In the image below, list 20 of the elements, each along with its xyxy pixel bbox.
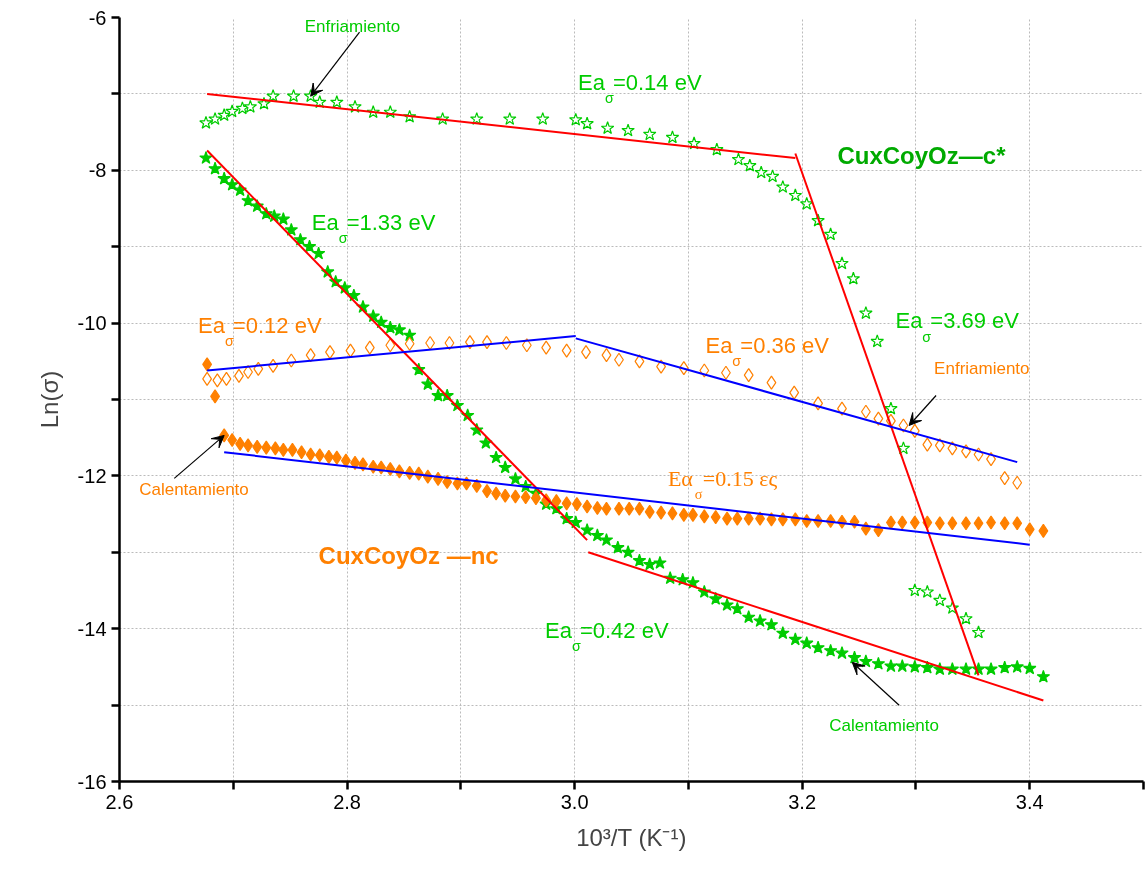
annotation: Enfriamiento bbox=[304, 16, 401, 36]
y-tick-label: -16 bbox=[77, 770, 107, 793]
y-tick-label: -10 bbox=[77, 312, 107, 335]
annotation: CuxCoyOz —nc bbox=[318, 541, 499, 569]
annotation: CuxCoyOz—c* bbox=[837, 142, 1007, 170]
x-tick-label: 3.4 bbox=[1015, 790, 1044, 813]
x-axis-title: 10³/T (K⁻¹) bbox=[576, 823, 687, 851]
x-tick-label: 3.0 bbox=[560, 790, 589, 813]
annotation: Calentamiento bbox=[829, 715, 939, 735]
annotation: Eaσ=0.14 eV bbox=[578, 69, 702, 107]
annotation: Calentamiento bbox=[139, 479, 249, 499]
x-tick-label: 2.8 bbox=[333, 790, 361, 813]
y-axis-title: Ln(σ) bbox=[35, 370, 63, 429]
x-tick-label: 2.6 bbox=[105, 790, 134, 813]
annotation: Enfriamiento bbox=[934, 358, 1030, 378]
y-tick-label: -8 bbox=[88, 159, 107, 182]
y-tick-label: -14 bbox=[77, 617, 107, 640]
x-tick-label: 3.2 bbox=[788, 790, 817, 813]
y-tick-label: -6 bbox=[88, 6, 107, 29]
y-tick-label: -12 bbox=[77, 464, 107, 487]
